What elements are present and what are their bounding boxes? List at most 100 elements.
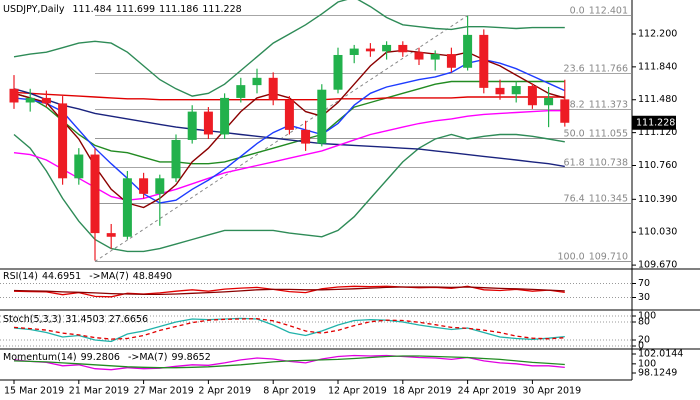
fib-level-label: 100.0: [558, 251, 585, 262]
x-tick-label: 8 Apr 2019: [263, 386, 316, 397]
candle-body: [317, 89, 327, 144]
fib-label: 61.8 110.738: [564, 157, 628, 168]
y-tick-label: 111.480: [638, 94, 677, 105]
y-tick-label: 0: [638, 341, 644, 352]
candle-body: [41, 97, 51, 104]
candle-body: [171, 139, 181, 179]
indicator-line: [13, 0, 565, 97]
series-value: 44.6951: [42, 271, 81, 282]
ohlc-value: 111.699: [116, 4, 155, 15]
candle-body: [155, 178, 165, 194]
candle-body: [479, 34, 489, 88]
y-tick-label: 70: [638, 278, 650, 289]
series-name: ->MA(7): [89, 271, 129, 282]
series-value: 27.6656: [109, 314, 148, 325]
series-name: RSI(14): [3, 271, 38, 282]
fib-label: 100.0 109.710: [558, 251, 629, 262]
candle-body: [9, 88, 19, 103]
y-tick-label: 20: [638, 335, 650, 346]
fib-label: 0.0 112.401: [570, 5, 628, 16]
candle-body: [349, 48, 359, 55]
candle-body: [74, 154, 84, 179]
candle-body: [58, 103, 68, 179]
series-value: 99.2806: [81, 352, 120, 363]
candle-body: [139, 178, 149, 194]
y-tick-label: 111.120: [638, 127, 677, 138]
ohlc-value: 111.228: [202, 4, 241, 15]
current-price-label: 111.228: [636, 117, 675, 128]
x-tick-label: 24 Apr 2019: [458, 386, 517, 397]
candle-body: [430, 54, 440, 60]
fib-price-label: 111.055: [589, 128, 628, 139]
fib-level-label: 23.6: [564, 63, 585, 74]
fib-price-label: 110.345: [589, 193, 628, 204]
y-tick-label: 100: [638, 311, 656, 322]
ohlc-value: 111.186: [159, 4, 198, 15]
panel-title: Momentum(14) 99.2806 ->MA(7) 99.8652: [3, 352, 211, 363]
candle-body: [25, 97, 35, 103]
series-name: Momentum(14): [3, 352, 77, 363]
candle-body: [527, 86, 537, 106]
fib-level-label: 0.0: [570, 5, 585, 16]
y-tick-label: 80: [638, 317, 650, 328]
x-tick-label: 21 Mar 2019: [69, 386, 129, 397]
fib-label: 50.0 111.055: [564, 128, 628, 139]
y-tick-label: 110.390: [638, 194, 677, 205]
indicator-line: [13, 318, 565, 340]
candle-body: [90, 154, 100, 234]
y-tick-label: 110.760: [638, 160, 677, 171]
y-tick-label: 112.200: [638, 28, 677, 39]
panel-title: Stoch(5,3,3) 31.4503 27.6656: [3, 314, 148, 325]
y-tick-label: 110.030: [638, 227, 677, 238]
panel-title: RSI(14) 44.6951 ->MA(7) 48.8490: [3, 271, 172, 282]
x-tick-label: 30 Apr 2019: [522, 386, 581, 397]
x-tick-label: 15 Mar 2019: [4, 386, 64, 397]
series-name: Stoch(5,3,3): [3, 314, 61, 325]
indicator-line: [13, 110, 565, 201]
indicator-line: [13, 80, 565, 165]
candle-body: [106, 233, 116, 237]
x-tick-label: 12 Apr 2019: [328, 386, 387, 397]
candle-body: [187, 111, 197, 140]
candle-body: [203, 111, 213, 135]
candle-body: [382, 44, 392, 52]
candle-body: [560, 99, 570, 123]
fib-level-label: 61.8: [564, 157, 585, 168]
fib-level-label: 76.4: [564, 193, 585, 204]
candle-body: [220, 97, 230, 135]
candle-body: [365, 48, 375, 52]
x-tick-label: 2 Apr 2019: [198, 386, 251, 397]
candle-body: [268, 77, 278, 100]
series-value: 48.8490: [133, 271, 172, 282]
candle-body: [252, 77, 262, 86]
series-name: ->MA(7): [128, 352, 168, 363]
fib-label: 38.2 111.373: [564, 99, 628, 110]
series-value: 31.4503: [65, 314, 104, 325]
y-tick-label: 109.670: [638, 260, 677, 271]
y-tick-label: 111.840: [638, 61, 677, 72]
candle-body: [446, 54, 456, 68]
candle-body: [236, 85, 246, 98]
fib-price-label: 112.401: [589, 5, 628, 16]
series-value: 99.8652: [171, 352, 210, 363]
fib-level-label: 50.0: [564, 128, 585, 139]
current-price-box: [632, 115, 676, 130]
indicator-line: [13, 88, 565, 168]
candle-body: [495, 87, 505, 95]
candle-body: [511, 86, 521, 95]
fib-label: 23.6 111.766: [564, 63, 628, 74]
candle-body: [463, 34, 473, 68]
y-tick-label: 98.1249: [638, 368, 677, 379]
symbol: USDJPY,Daily: [3, 4, 65, 15]
y-tick-label: 100: [638, 358, 656, 369]
candle-body: [333, 54, 343, 90]
x-tick-label: 27 Mar 2019: [134, 386, 194, 397]
fib-price-label: 110.738: [589, 157, 628, 168]
candle-body: [414, 52, 424, 60]
ohlc-value: 111.484: [72, 4, 111, 15]
fib-price-label: 111.373: [589, 99, 628, 110]
indicator-line: [13, 286, 565, 296]
fib-level-label: 38.2: [564, 99, 585, 110]
